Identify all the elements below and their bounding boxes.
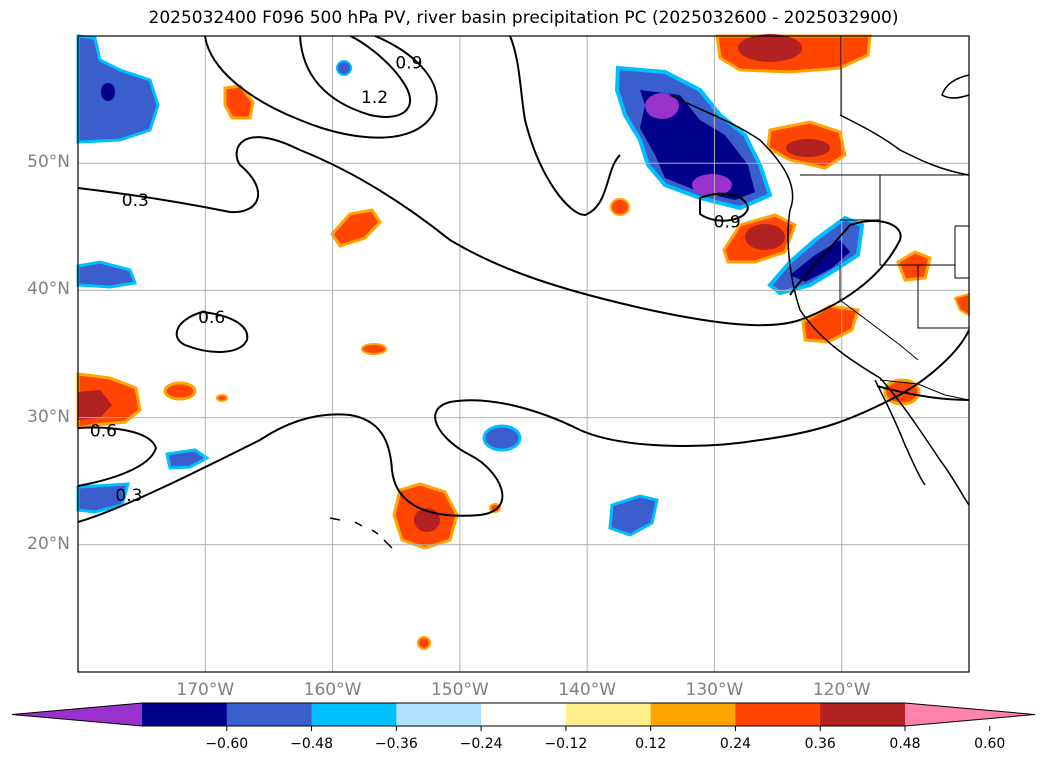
colorbar-tick-label: −0.60 — [205, 736, 249, 752]
colorbar-segment — [311, 703, 397, 726]
lat-tick-label: 30°N — [27, 406, 70, 427]
pv-contour-06-small — [175, 310, 249, 353]
colorbar-tick-label: 0.48 — [889, 736, 921, 752]
pv-contour-labels: 0.3 0.6 0.6 0.3 0.9 1.2 0.9 — [90, 54, 741, 506]
lat-tick-label: 50°N — [27, 152, 70, 173]
colorbar-tick-label: −0.36 — [374, 736, 418, 752]
graticule — [78, 36, 969, 672]
pos-region-small-b — [216, 394, 228, 402]
coast-island-1 — [941, 74, 970, 99]
colorbar-tick-label: −0.12 — [544, 736, 588, 752]
precip-shading — [76, 34, 970, 650]
colorbar-segment — [396, 703, 482, 726]
pv-contour-label: 0.9 — [395, 54, 422, 74]
pv-contour-03-top-right — [509, 35, 621, 217]
pv-contour-label: 1.2 — [361, 88, 388, 108]
border-us-mexico — [879, 379, 970, 401]
pos-region-small-c — [489, 503, 501, 513]
pv-contour-label: 0.9 — [714, 213, 741, 233]
pv-contour-03-south — [77, 329, 970, 523]
neg-region-small-3 — [608, 494, 659, 537]
lon-tick-label: 160°W — [303, 680, 362, 700]
pv-contour-label: 0.6 — [198, 308, 225, 328]
colorbar-tick-label: 0.12 — [635, 736, 667, 752]
colorbar-extend-low — [12, 703, 142, 726]
coast-hawaii — [329, 517, 393, 549]
pv-contours — [77, 35, 970, 523]
lon-tick-label: 130°W — [685, 680, 744, 700]
colorbar-tick-label: −0.48 — [290, 736, 333, 752]
colorbar-tick-label: 0.24 — [719, 736, 752, 752]
pv-contour-label: 0.3 — [122, 191, 149, 211]
pv-contour-09-east — [789, 224, 851, 296]
pv-contour-09-ring — [699, 192, 750, 222]
pv-contour-03-right-1 — [876, 385, 970, 401]
coast-na — [669, 94, 970, 506]
pos-region-small-a — [163, 381, 197, 401]
colorbar-segment — [226, 703, 313, 726]
neg-region-alaska — [336, 60, 352, 76]
pos-core-bc — [786, 139, 830, 157]
pos-core-top-right — [738, 34, 802, 62]
colorbar-segment — [820, 703, 906, 726]
neg-region-small-2 — [482, 424, 522, 452]
pv-contour-12 — [299, 35, 411, 118]
pv-contour-09-top — [204, 35, 438, 139]
map-title: 2025032400 F096 500 hPa PV, river basin … — [148, 8, 899, 28]
pos-region-great-basin — [896, 250, 932, 282]
colorbar-tick-label: 0.60 — [974, 736, 1006, 752]
pv-contour-label: 0.3 — [115, 486, 142, 506]
lat-tick-label: 40°N — [27, 279, 70, 300]
lat-tick-label: 20°N — [27, 533, 70, 554]
neg-core-oregon — [790, 240, 850, 282]
colorbar-segment — [650, 703, 736, 726]
pos-region-mid-2 — [361, 343, 387, 355]
pv-contour-03-north — [77, 136, 902, 327]
pos-region-mid-3 — [610, 198, 630, 216]
neg-region-small-1 — [165, 448, 210, 470]
pos-core-hawaii — [414, 508, 440, 532]
neg-peak-pnw-1 — [645, 93, 679, 119]
lon-tick-label: 170°W — [176, 680, 235, 700]
coastlines — [329, 74, 970, 549]
lon-tick-label: 150°W — [430, 680, 489, 700]
colorbar-outline — [11, 702, 1036, 727]
lon-tick-label: 140°W — [558, 680, 617, 700]
colorbar-segment — [565, 703, 652, 726]
border-states — [839, 175, 969, 361]
colorbar-tick-label: 0.36 — [804, 736, 836, 752]
colorbar-extend-high — [905, 703, 1035, 726]
borders — [800, 36, 970, 401]
neg-region-nw — [76, 34, 160, 144]
pos-core-left — [78, 390, 112, 420]
coast-baja — [874, 379, 926, 486]
lon-tick-label: 120°W — [812, 680, 871, 700]
neg-peak-pnw-2 — [692, 174, 732, 196]
pos-region-small-d — [417, 636, 431, 650]
pv-contour-label: 0.6 — [90, 421, 117, 441]
pos-region-mid-1 — [330, 208, 382, 248]
pv-contour-06-left — [77, 426, 158, 487]
neg-core-nw — [101, 83, 115, 101]
pos-core-or — [745, 224, 785, 250]
coast-alaska — [839, 114, 970, 176]
colorbar-segment — [142, 703, 228, 726]
colorbar-segment — [735, 703, 821, 726]
colorbar-segment — [481, 703, 567, 726]
map-frame — [77, 35, 970, 673]
colorbar — [11, 702, 1036, 731]
colorbar-tick-label: −0.24 — [459, 736, 503, 752]
